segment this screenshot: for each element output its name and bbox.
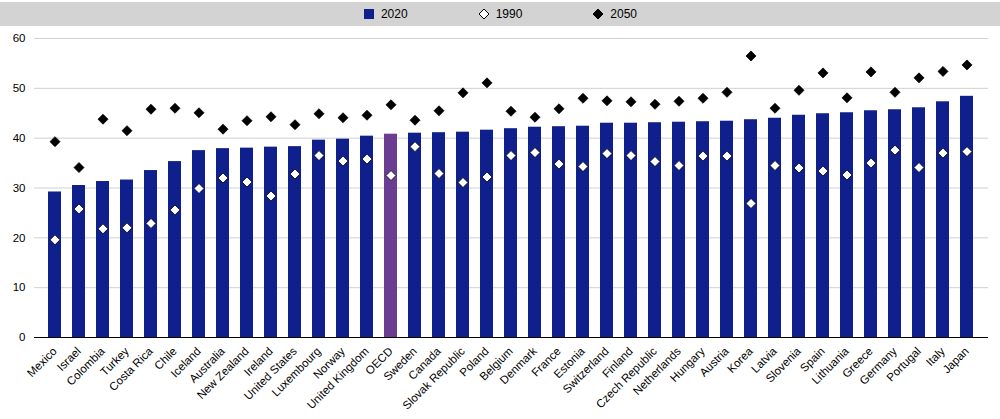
svg-text:Portugal: Portugal [884, 345, 923, 384]
svg-text:Luxembourg: Luxembourg [269, 344, 323, 399]
svg-text:Mexico: Mexico [25, 345, 59, 379]
svg-text:Poland: Poland [457, 344, 491, 379]
svg-text:Turkey: Turkey [98, 344, 131, 378]
svg-text:Canada: Canada [406, 344, 443, 382]
svg-text:France: France [529, 344, 563, 379]
svg-text:Finland: Finland [599, 344, 635, 380]
svg-text:50: 50 [13, 82, 26, 94]
svg-text:Germany: Germany [857, 344, 899, 387]
html-text:2050: 2050 [610, 7, 637, 21]
svg-text:United States: United States [241, 344, 299, 403]
svg-text:30: 30 [13, 182, 26, 194]
svg-text:20: 20 [13, 232, 26, 244]
svg-text:OECD: OECD [363, 344, 395, 377]
svg-text:Slovak Republic: Slovak Republic [400, 345, 467, 412]
svg-text:Chile: Chile [152, 344, 179, 372]
svg-text:Belgium: Belgium [477, 344, 515, 383]
svg-text:New Zealand: New Zealand [194, 344, 251, 402]
svg-text:Netherlands: Netherlands [630, 344, 683, 398]
svg-text:0: 0 [19, 331, 25, 343]
svg-text:Italy: Italy [923, 344, 947, 369]
svg-text:Iceland: Iceland [168, 344, 203, 380]
svg-text:Japan: Japan [940, 345, 971, 376]
html-text:2020: 2020 [380, 7, 408, 21]
svg-text:Lithuania: Lithuania [809, 344, 851, 387]
svg-text:Slovenia: Slovenia [763, 344, 803, 384]
html-text:1990: 1990 [495, 7, 523, 21]
svg-text:Costa Rica: Costa Rica [107, 344, 156, 393]
svg-text:40: 40 [13, 132, 26, 144]
svg-text:Czech Republic: Czech Republic [593, 344, 659, 411]
svg-text:Korea: Korea [725, 344, 756, 375]
svg-text:Spain: Spain [797, 344, 827, 375]
svg-text:Norway: Norway [311, 344, 347, 381]
svg-text:Australia: Australia [186, 344, 227, 385]
svg-text:Israel: Israel [54, 344, 83, 374]
svg-text:Austria: Austria [697, 344, 731, 378]
svg-text:Denmark: Denmark [497, 344, 539, 387]
svg-text:Switzerland: Switzerland [560, 344, 611, 396]
svg-text:Colombia: Colombia [64, 344, 107, 388]
svg-text:Ireland: Ireland [241, 344, 275, 379]
svg-text:Hungary: Hungary [668, 345, 707, 384]
svg-text:Sweden: Sweden [381, 344, 419, 383]
svg-text:Greece: Greece [839, 344, 875, 380]
svg-text:Latvia: Latvia [748, 344, 779, 375]
svg-text:United Kingdom: United Kingdom [305, 345, 371, 411]
svg-text:Estonia: Estonia [551, 344, 587, 381]
svg-text:60: 60 [13, 32, 26, 44]
svg-text:10: 10 [13, 281, 26, 293]
